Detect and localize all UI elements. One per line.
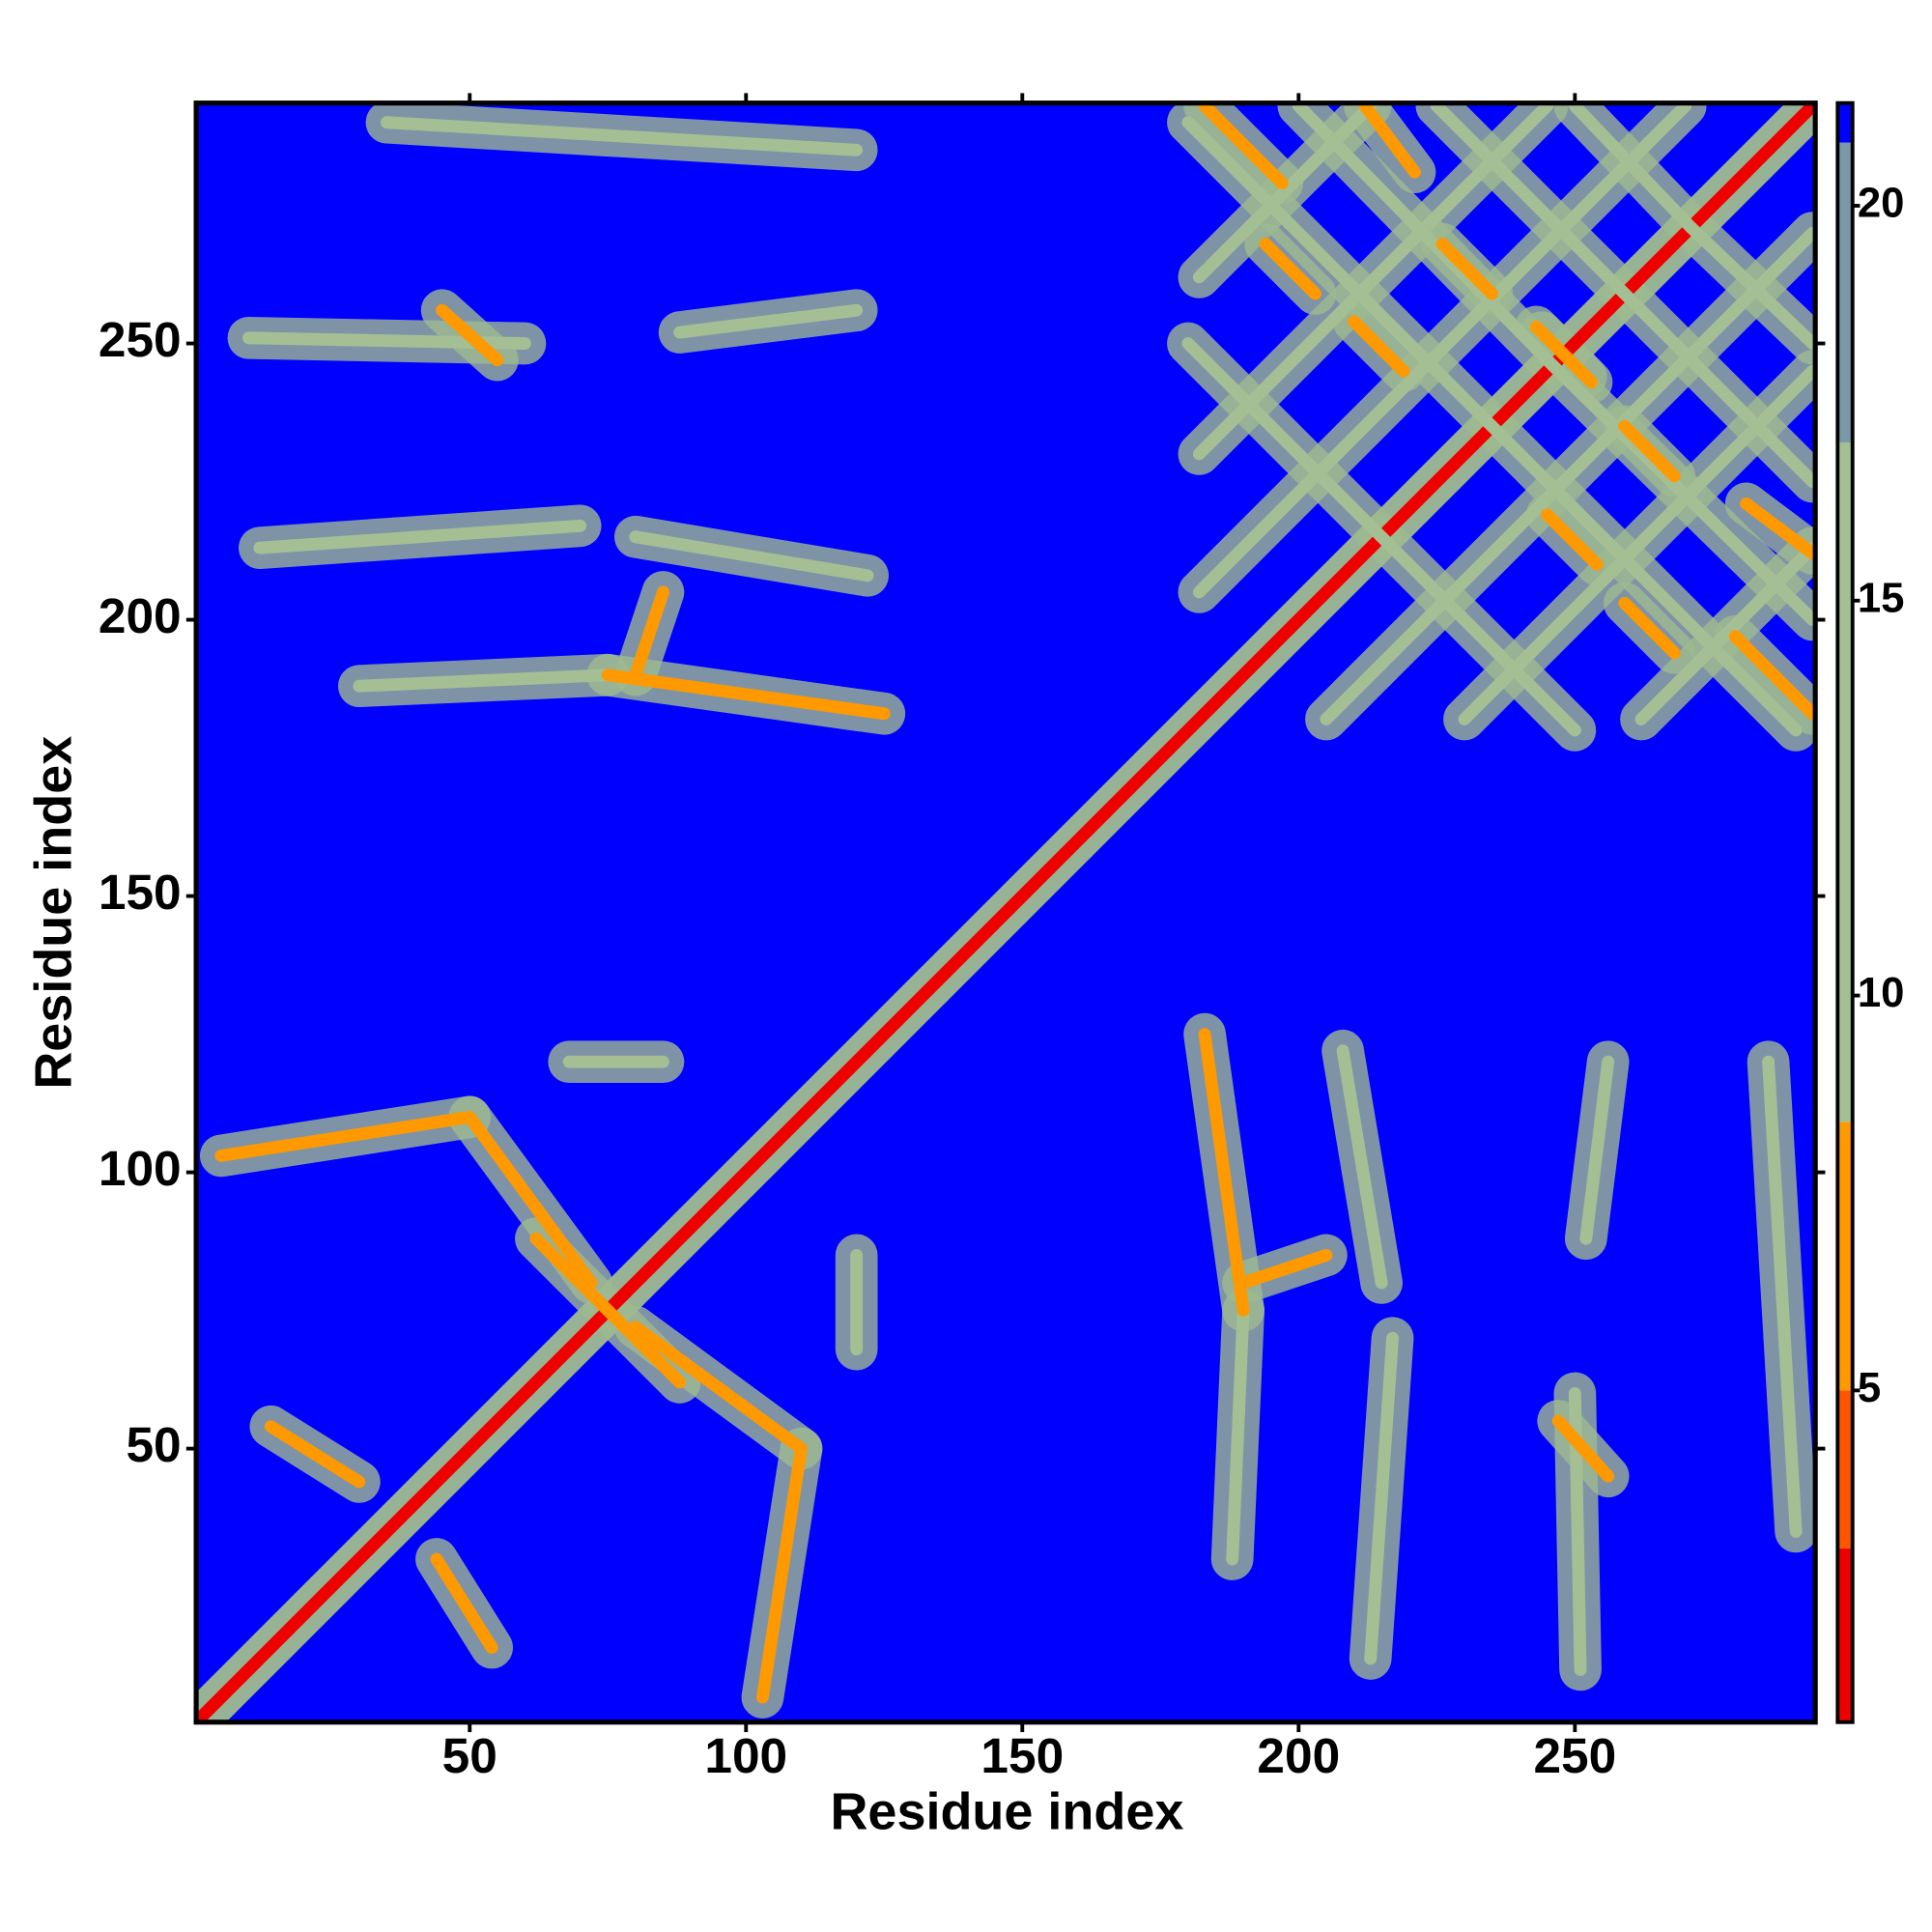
contact-layer: [196, 102, 1816, 1722]
contact: [1236, 1248, 1333, 1290]
colorbar-band: [1837, 442, 1853, 1122]
contact: [1192, 102, 1692, 599]
x-tick-label: 250: [1533, 1727, 1616, 1783]
contact: [1320, 226, 1816, 725]
contact: [1618, 596, 1681, 660]
contact: [1430, 102, 1632, 300]
contact: [1226, 1304, 1250, 1566]
contact: [381, 116, 864, 156]
colorbar-band: [1837, 1548, 1853, 1722]
contact: [1634, 541, 1816, 725]
contact: [1618, 419, 1681, 483]
contact: [1259, 238, 1321, 300]
contact: [629, 530, 874, 582]
colorbar-band: [1837, 1390, 1853, 1548]
contact: [529, 1232, 614, 1318]
y-axis-title: Residue index: [24, 736, 82, 1090]
contact: [1192, 102, 1378, 284]
colorbar-band: [1837, 102, 1853, 143]
contact: [1181, 337, 1388, 544]
colorbar-tick-label: 5: [1858, 1364, 1881, 1411]
contact: [1551, 1414, 1615, 1483]
colorbar-frame: [1835, 100, 1855, 1724]
x-axis-title: Residue index: [830, 1782, 1183, 1840]
contact: [629, 585, 669, 682]
contact: [430, 1552, 498, 1654]
contact: [1541, 508, 1604, 571]
contact: [1728, 630, 1816, 721]
colorbar-band: [1837, 1122, 1853, 1391]
contact: [1529, 320, 1593, 384]
x-tick-label: 150: [980, 1727, 1064, 1783]
contact: [353, 668, 614, 693]
contact: [1458, 364, 1816, 725]
contact: [264, 1420, 366, 1489]
contact: [1579, 1055, 1615, 1245]
contact: [629, 1321, 808, 1456]
contact: [214, 1110, 476, 1162]
y-tick-label: 250: [99, 311, 182, 367]
contact: [1336, 1044, 1388, 1290]
x-tick-label: 50: [442, 1727, 497, 1783]
x-tick-label: 200: [1257, 1727, 1340, 1783]
contact: [1375, 530, 1581, 737]
colorbar-band: [1837, 142, 1853, 443]
contact: [436, 303, 504, 367]
contact: [1348, 315, 1410, 378]
contact: [1358, 102, 1421, 179]
plot-frame: [193, 100, 1818, 1725]
y-tick-label: 100: [99, 1140, 182, 1196]
colorbar-tick-label: 20: [1858, 180, 1905, 227]
colorbar-tick-label: 15: [1858, 574, 1905, 621]
contact: [1192, 102, 1554, 461]
contact: [1364, 1331, 1399, 1665]
contact: [601, 668, 891, 721]
contact: [1486, 419, 1803, 737]
contact: [196, 102, 1816, 1722]
colorbar-tick-label: 10: [1858, 969, 1905, 1016]
contact: [253, 519, 587, 554]
x-tick-label: 100: [704, 1727, 787, 1783]
contact: [756, 1442, 808, 1704]
y-tick-label: 200: [99, 587, 182, 643]
contact: [1198, 102, 1289, 190]
contact: [1435, 238, 1498, 300]
y-tick-label: 50: [126, 1416, 181, 1472]
contact: [1181, 116, 1498, 433]
contact: [1740, 497, 1816, 560]
contact: [463, 1110, 598, 1290]
contact: [1762, 1055, 1803, 1538]
contact: [673, 303, 864, 339]
contact: [601, 1304, 687, 1389]
contact: [1618, 287, 1816, 488]
contact: [1198, 1028, 1250, 1318]
y-tick-label: 150: [99, 864, 182, 920]
